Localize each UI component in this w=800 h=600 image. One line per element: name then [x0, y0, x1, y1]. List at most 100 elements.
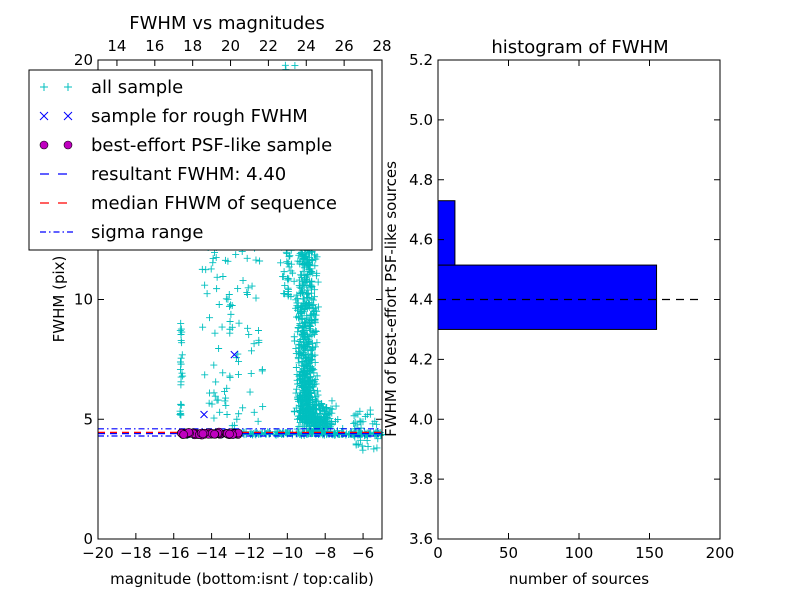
all-sample-point — [279, 273, 287, 281]
all-sample-point — [211, 392, 219, 400]
all-sample-point — [178, 339, 186, 347]
histogram-bar — [437, 264, 658, 330]
y-tick-label: 4.8 — [409, 171, 433, 189]
all-sample-point — [294, 355, 302, 363]
all-sample-point — [295, 393, 303, 401]
all-sample-point — [311, 343, 319, 351]
legend-label: median FHWM of sequence — [91, 193, 337, 214]
all-sample-point — [295, 282, 303, 290]
all-sample-point — [235, 358, 243, 366]
all-sample-point — [312, 417, 320, 425]
all-sample-point — [233, 415, 241, 423]
all-sample-point — [301, 302, 309, 310]
all-sample-point — [313, 372, 321, 380]
all-sample-point — [300, 335, 308, 343]
all-sample-point — [178, 351, 186, 359]
all-sample-point — [215, 345, 223, 353]
all-sample-point — [291, 62, 299, 70]
all-sample-point — [311, 251, 319, 259]
all-sample-point — [311, 359, 319, 367]
x-tick-label: −18 — [120, 544, 152, 562]
legend-marker — [63, 140, 73, 150]
all-sample-point — [295, 407, 303, 415]
all-sample-point — [295, 359, 303, 367]
all-sample-point — [314, 391, 322, 399]
all-sample-point — [280, 268, 288, 276]
all-sample-point — [314, 303, 322, 311]
all-sample-point — [284, 286, 292, 294]
legend-label: all sample — [91, 77, 183, 98]
y-tick-label: 20 — [74, 51, 93, 69]
all-sample-point — [312, 255, 320, 263]
all-sample-point — [202, 266, 210, 274]
all-sample-point — [258, 366, 266, 374]
all-sample-point — [328, 397, 336, 405]
all-sample-point — [232, 354, 240, 362]
all-sample-point — [226, 301, 234, 309]
all-sample-point — [250, 408, 258, 416]
all-sample-point — [306, 377, 314, 385]
rough-sample-points — [200, 350, 239, 419]
all-sample-point — [227, 310, 235, 318]
legend-box — [28, 69, 373, 251]
all-sample-point — [313, 397, 321, 405]
all-sample-point — [305, 416, 313, 424]
all-sample-point — [210, 389, 218, 397]
x-tick-label: 150 — [635, 544, 664, 562]
all-sample-point — [298, 289, 306, 297]
y-tick-label: 3.6 — [409, 530, 433, 548]
all-sample-point — [292, 389, 300, 397]
all-sample-point — [255, 336, 263, 344]
all-sample-point — [306, 326, 314, 334]
all-sample-point — [334, 415, 342, 423]
all-sample-point — [228, 422, 236, 430]
top-x-tick-label: 22 — [259, 37, 278, 55]
left-x-ticks: −20 −18 −16 −14 −12 −10 −8 −6 — [82, 533, 374, 562]
all-sample-point — [352, 410, 360, 418]
all-sample-point — [316, 421, 324, 429]
all-sample-point — [201, 281, 209, 289]
all-sample-point — [218, 323, 226, 331]
all-sample-point — [226, 317, 234, 325]
legend-marker — [64, 83, 72, 91]
x-tick-label: −16 — [158, 544, 190, 562]
all-sample-point — [208, 400, 216, 408]
all-sample-point — [247, 347, 255, 355]
all-sample-point — [319, 414, 327, 422]
all-sample-point — [252, 256, 260, 264]
top-x-tick-label: 28 — [372, 37, 391, 55]
left-y-ticks: 0 5 10 20 — [74, 51, 382, 548]
all-sample-point — [322, 404, 330, 412]
all-sample-point — [317, 400, 325, 408]
all-sample-point — [215, 301, 223, 309]
x-tick-label: −6 — [352, 544, 374, 562]
all-sample-point — [296, 338, 304, 346]
all-sample-point — [291, 337, 299, 345]
all-sample-point — [248, 430, 256, 438]
all-sample-point — [327, 420, 335, 428]
all-sample-point — [221, 256, 229, 264]
all-sample-point — [281, 61, 289, 69]
all-sample-point — [292, 349, 300, 357]
right-ylabel: FWHM of best-effort PSF-like sources — [382, 161, 400, 437]
histogram-bar — [437, 200, 456, 266]
legend-label: sample for rough FWHM — [91, 106, 308, 127]
all-sample-point — [297, 253, 305, 261]
all-sample-point — [225, 302, 233, 310]
rough-sample-point — [200, 410, 208, 419]
all-sample-point — [294, 324, 302, 332]
all-sample-point — [316, 410, 324, 418]
all-sample-point — [211, 329, 219, 337]
all-sample-point — [328, 405, 336, 413]
all-sample-point — [306, 364, 314, 372]
left-plot: −20 −18 −16 −14 −12 −10 −8 −6 14 16 18 20 22 24 26 28 … — [28, 13, 392, 588]
top-x-tick-label: 16 — [145, 37, 164, 55]
all-sample-point — [309, 310, 317, 318]
all-sample-point — [179, 372, 187, 380]
all-sample-point — [366, 406, 374, 414]
all-sample-point — [210, 414, 218, 422]
all-sample-point — [306, 398, 314, 406]
all-sample-point — [223, 384, 231, 392]
all-sample-point — [289, 269, 297, 277]
all-sample-point — [292, 364, 300, 372]
